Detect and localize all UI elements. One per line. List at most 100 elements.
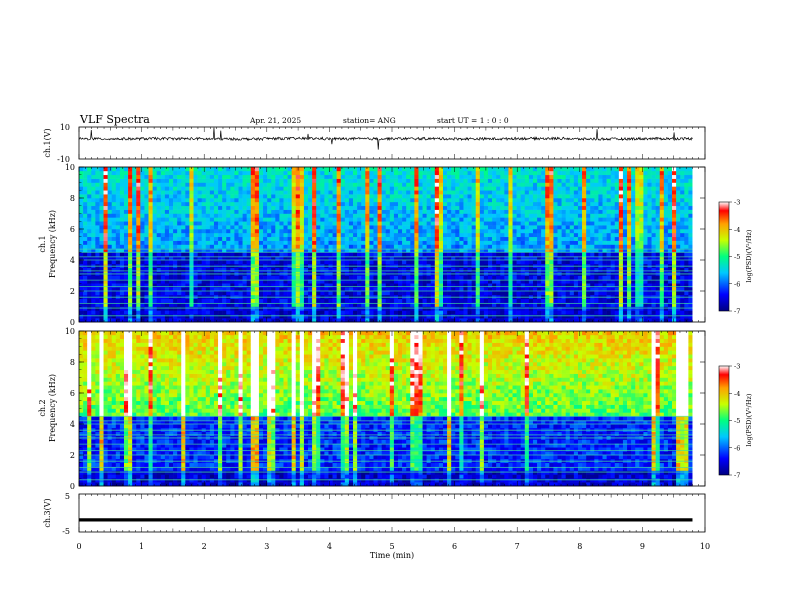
spectrogram-cell <box>230 213 235 218</box>
spectrogram-cell <box>557 194 562 199</box>
spectrogram-cell <box>209 198 215 203</box>
spectrogram-cell <box>238 182 243 187</box>
spectrogram-cell <box>279 217 284 222</box>
spectrogram-cell <box>532 178 538 183</box>
spectrogram-cell <box>185 252 190 257</box>
spectrogram-cell <box>173 314 178 319</box>
spectrogram-cell <box>168 283 174 288</box>
spectrogram-cell <box>177 244 182 249</box>
spectrogram-cell <box>308 217 313 222</box>
spectrogram-cell <box>91 201 96 207</box>
spectrogram-cell <box>357 236 362 241</box>
spectrogram-cell <box>87 229 92 234</box>
spectrogram-cell <box>569 225 575 230</box>
spectrogram-cell <box>250 225 256 230</box>
spectrogram-cell <box>549 209 554 214</box>
spectrogram-cell <box>132 256 137 261</box>
spectrogram-cell <box>123 314 129 319</box>
spectrogram-cell <box>185 236 190 241</box>
spectrogram-cell <box>164 244 170 249</box>
spectrogram-cell <box>201 252 207 257</box>
spectrogram-cell <box>369 217 374 222</box>
spectrogram-cell <box>279 287 284 292</box>
spectrogram-cell <box>336 229 342 234</box>
spectrogram-cell <box>226 314 231 319</box>
spectrogram-cell <box>197 260 202 265</box>
spectrogram-cell <box>369 182 374 187</box>
spectrogram-cell <box>320 190 325 195</box>
spectrogram-cell <box>152 205 158 210</box>
spectrogram-cell <box>332 174 337 179</box>
spectrogram-cell <box>213 248 219 253</box>
spectrogram-cell <box>582 240 587 245</box>
spectrogram-cell <box>385 256 391 261</box>
spectrogram-cell <box>144 244 149 249</box>
spectrogram-cell <box>324 318 329 323</box>
spectrogram-cell <box>136 283 141 288</box>
spectrogram-cell <box>209 232 215 238</box>
spectrogram-cell <box>414 221 419 226</box>
spectrogram-cell <box>430 217 436 222</box>
spectrogram-cell <box>119 256 125 261</box>
spectrogram-cell <box>426 283 432 288</box>
spectrogram-cell <box>111 252 117 257</box>
spectrogram-cell <box>500 287 505 292</box>
spectrogram-cell <box>308 209 313 214</box>
spectrogram-cell <box>577 198 583 203</box>
spectrogram-cell <box>524 314 530 319</box>
spectrogram-cell <box>213 213 219 218</box>
spectrogram-cell <box>197 318 202 323</box>
spectrogram-cell <box>128 194 133 199</box>
spectrogram-cell <box>459 194 464 199</box>
spectrogram-cell <box>545 213 550 218</box>
spectrogram-cell <box>316 287 321 292</box>
spectrogram-cell <box>303 318 309 323</box>
spectrogram-cell <box>242 232 247 238</box>
spectrogram-cell <box>316 194 321 199</box>
spectrogram-cell <box>328 310 333 315</box>
spectrogram-cell <box>144 298 149 303</box>
date-label: Apr. 21, 2025 <box>249 116 301 125</box>
spectrogram-cell <box>340 310 346 315</box>
spectrogram-cell <box>357 170 362 176</box>
spectrogram-cell <box>152 279 158 284</box>
spectrogram-cell <box>258 174 264 179</box>
spectrogram-cell <box>340 213 346 218</box>
spectrogram-cell <box>361 279 366 284</box>
spectrogram-cell <box>218 260 223 265</box>
spectrogram-cell <box>365 279 370 284</box>
spectrogram-cell <box>238 201 243 207</box>
spectrogram-cell <box>238 260 243 265</box>
spectrogram-cell <box>173 267 178 272</box>
spectrogram-cell <box>512 310 517 315</box>
spectrogram-cell <box>348 291 354 296</box>
spectrogram-cell <box>463 240 468 245</box>
spectrogram-cell <box>263 221 268 226</box>
spectrogram-cell <box>140 310 145 315</box>
spectrogram-cell <box>340 217 346 222</box>
spectrogram-cell <box>156 236 162 241</box>
spectrogram-cell <box>373 201 378 207</box>
spectrogram-cell <box>455 298 460 303</box>
spectrogram-cell <box>463 182 468 187</box>
spectrogram-cell <box>156 310 162 315</box>
spectrogram-cell <box>271 213 276 218</box>
spectrogram-cell <box>152 244 158 249</box>
spectrogram-cell <box>79 201 84 207</box>
spectrogram-cell <box>283 209 288 214</box>
spectrogram-cell <box>565 291 571 296</box>
spectrogram-cell <box>123 240 129 245</box>
spectrogram-cell <box>283 194 288 199</box>
spectrogram-cell <box>430 194 436 199</box>
spectrogram-cell <box>226 287 231 292</box>
spectrogram-cell <box>398 178 403 183</box>
spectrogram-cell <box>443 209 448 214</box>
spectrogram-cell <box>496 267 501 272</box>
spectrogram-cell <box>140 248 145 253</box>
spectrogram-cell <box>238 229 243 234</box>
spectrogram-cell <box>205 248 211 253</box>
spectrogram-cell <box>487 252 493 257</box>
spectrogram-cell <box>136 306 141 311</box>
spectrogram-cell <box>189 287 194 292</box>
spectrogram-cell <box>328 267 333 272</box>
